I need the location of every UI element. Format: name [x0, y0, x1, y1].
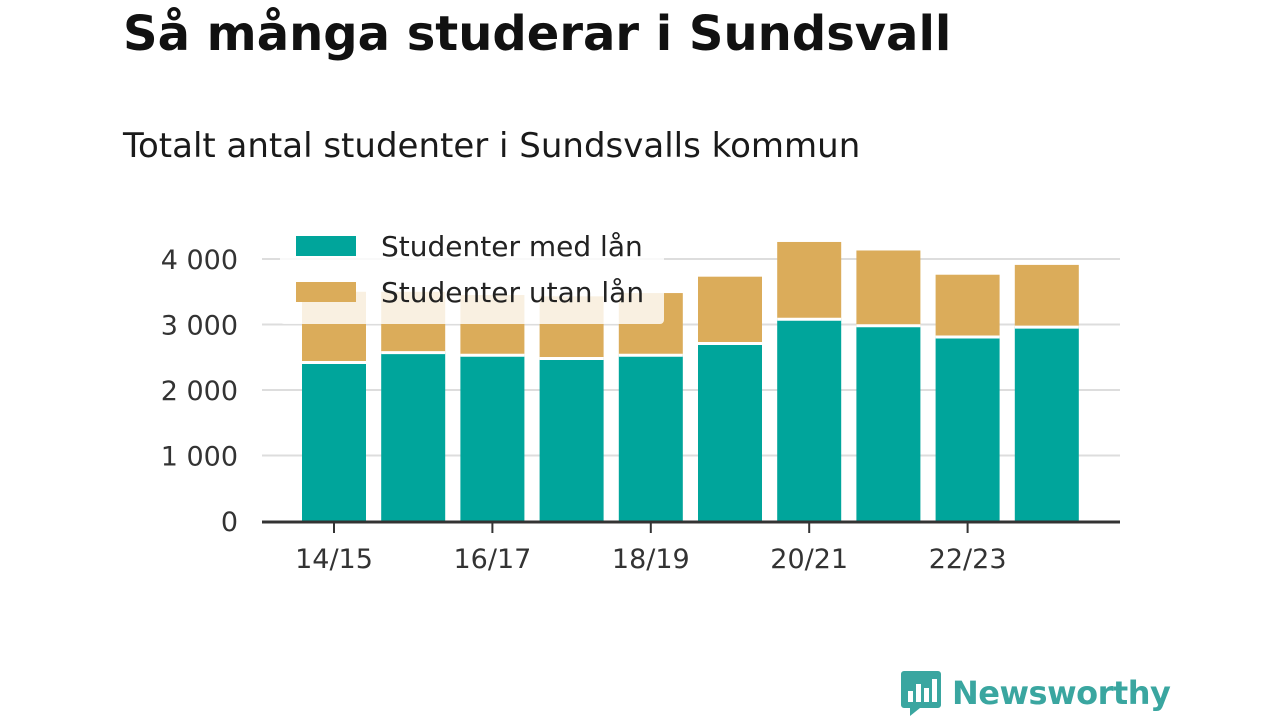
- bar-utan-lan-23-24: [1014, 264, 1079, 328]
- x-tick-label: 22/23: [929, 544, 1007, 575]
- y-tick-label: 2 000: [161, 376, 238, 407]
- bar-med-lan-21-22: [856, 325, 921, 521]
- x-tick-label: 14/15: [295, 544, 373, 575]
- legend-background: [280, 228, 664, 324]
- legend-label: Studenter med lån: [381, 230, 643, 263]
- chart-subtitle: Totalt antal studenter i Sundsvalls komm…: [123, 126, 861, 166]
- bar-med-lan-19-20: [698, 343, 762, 521]
- bar-med-lan-23-24: [1014, 327, 1079, 521]
- y-tick-label: 1 000: [161, 442, 238, 473]
- x-axis-ticks: 14/15 16/17 18/19 20/21 22/23: [295, 523, 1007, 575]
- bar-med-lan-15-16: [381, 352, 446, 521]
- legend: Studenter med lån Studenter utan lån: [280, 228, 664, 324]
- bar-utan-lan-19-20: [698, 276, 762, 344]
- bar-utan-lan-22-23: [935, 274, 1000, 337]
- y-tick-label: 4 000: [161, 245, 238, 276]
- y-tick-label: 0: [221, 507, 238, 538]
- x-tick-label: 18/19: [612, 544, 690, 575]
- bar-utan-lan-20-21: [777, 241, 842, 320]
- bar-med-lan-18-19: [618, 355, 683, 521]
- bar-med-lan-20-21: [777, 319, 842, 521]
- bar-med-lan-17-18: [539, 358, 604, 521]
- brand-name: Newsworthy: [952, 674, 1171, 712]
- bar-med-lan-16-17: [460, 355, 525, 521]
- x-tick-label: 20/21: [770, 544, 848, 575]
- y-tick-label: 3 000: [161, 311, 238, 342]
- legend-label: Studenter utan lån: [381, 276, 644, 309]
- bar-med-lan-14-15: [302, 362, 366, 521]
- legend-swatch: [296, 282, 356, 302]
- bar-med-lan-22-23: [935, 336, 1000, 521]
- brand-logo: Newsworthy: [900, 668, 1171, 718]
- y-axis-ticks: 0 1 000 2 000 3 000 4 000: [161, 245, 238, 538]
- x-tick-label: 16/17: [453, 544, 531, 575]
- bar-chart-speech-bubble-icon: [901, 671, 941, 716]
- legend-swatch: [296, 236, 356, 256]
- chart-title: Så många studerar i Sundsvall: [123, 6, 952, 62]
- bar-utan-lan-21-22: [856, 250, 921, 326]
- bars: [302, 241, 1079, 521]
